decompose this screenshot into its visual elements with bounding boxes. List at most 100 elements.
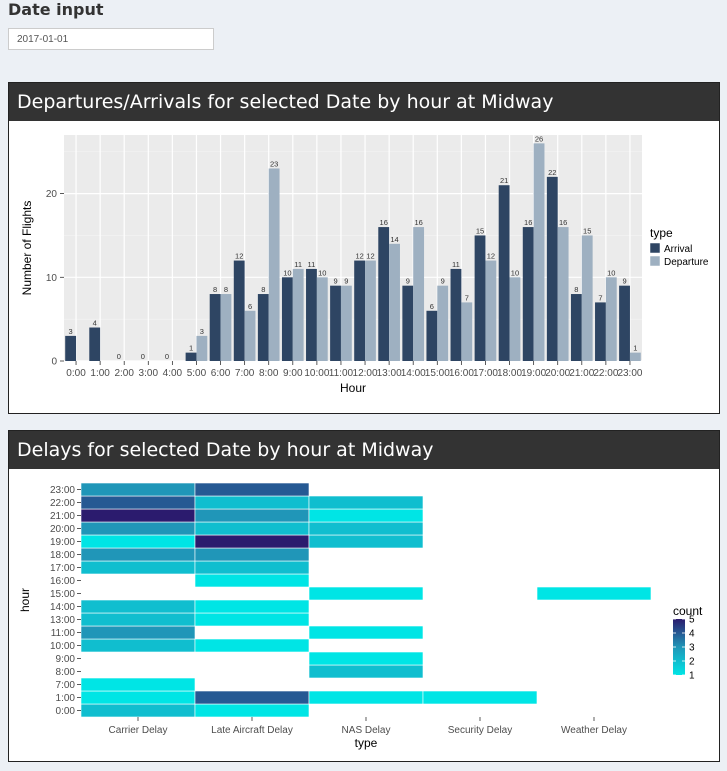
heatmap-cell	[194, 547, 310, 562]
x-tick-label: 12:00	[353, 368, 378, 379]
heatmap-cell	[80, 521, 196, 536]
bar-value-label: 11	[308, 260, 316, 269]
legend-swatch-departure	[649, 255, 661, 267]
bar-value-label: 8	[574, 285, 578, 294]
bar-value-label: 16	[414, 218, 422, 227]
bar-value-label: 8	[213, 285, 217, 294]
bar-departure	[605, 277, 617, 361]
y-tick-label: 18:00	[50, 550, 75, 561]
x-tick-label: Carrier Delay	[109, 725, 168, 736]
y-tick-label: 7:00	[56, 680, 76, 691]
heatmap-cell	[80, 547, 196, 562]
x-tick-label: 23:00	[617, 368, 642, 379]
bar-value-label: 12	[366, 252, 374, 261]
bar-departure	[340, 285, 352, 361]
x-tick-label: 13:00	[377, 368, 402, 379]
heatmap-cell	[536, 586, 652, 601]
bar-value-label: 3	[200, 327, 204, 336]
x-tick-label: 9:00	[283, 368, 303, 379]
heatmap-cell	[308, 586, 424, 601]
heatmap-cell	[80, 534, 196, 549]
y-tick-label: 9:00	[56, 654, 76, 665]
delays-panel-title: Delays for selected Date by hour at Midw…	[9, 431, 719, 469]
bar-value-label: 12	[487, 252, 495, 261]
bar-value-label: 10	[511, 268, 519, 277]
bar-arrival	[546, 176, 558, 361]
heatmap-cell	[80, 599, 196, 614]
date-input[interactable]	[8, 28, 214, 50]
heatmap-cell	[80, 612, 196, 627]
x-tick-label: 2:00	[114, 368, 134, 379]
y-tick-label: 21:00	[50, 511, 75, 522]
y-tick-label: 23:00	[50, 485, 75, 496]
legend-label-arrival: Arrival	[664, 244, 692, 255]
x-tick-label: 4:00	[163, 368, 183, 379]
x-tick-label: 20:00	[545, 368, 570, 379]
legend-tick-label: 3	[689, 643, 695, 654]
bar-arrival	[185, 352, 197, 361]
bar-value-label: 10	[318, 268, 326, 277]
bar-arrival	[281, 277, 293, 361]
heatmap-cell	[80, 703, 196, 718]
bar-departure	[629, 352, 641, 361]
bar-arrival	[402, 285, 414, 361]
bar-arrival	[209, 294, 221, 361]
bar-value-label: 0	[165, 352, 169, 361]
bar-value-label: 9	[344, 277, 348, 286]
x-tick-label: NAS Delay	[342, 725, 391, 736]
bar-arrival	[570, 294, 582, 361]
bar-departure	[509, 277, 521, 361]
y-tick-label: 0	[51, 357, 57, 368]
bar-value-label: 16	[524, 218, 532, 227]
bar-value-label: 3	[69, 327, 73, 336]
bar-departure	[581, 235, 593, 361]
bar-departure	[485, 260, 497, 361]
bar-value-label: 8	[224, 285, 228, 294]
bar-arrival	[306, 268, 317, 361]
heatmap-cell	[194, 521, 310, 536]
bar-value-label: 0	[141, 352, 145, 361]
x-tick-label: 10:00	[304, 368, 329, 379]
bar-value-label: 9	[622, 277, 626, 286]
plot-panel	[64, 135, 642, 361]
heatmap-cell	[194, 482, 310, 497]
bar-value-label: 21	[500, 176, 508, 185]
bar-arrival	[474, 235, 486, 361]
bar-value-label: 4	[93, 319, 97, 328]
legend-tick-label: 4	[689, 629, 695, 640]
heatmap-cell	[194, 534, 310, 549]
x-tick-label: 17:00	[473, 368, 498, 379]
x-tick-label: 16:00	[449, 368, 474, 379]
x-tick-label: 21:00	[569, 368, 594, 379]
x-tick-label: 14:00	[401, 368, 426, 379]
x-tick-label: 5:00	[187, 368, 207, 379]
x-tick-label: Late Aircraft Delay	[211, 725, 293, 736]
heatmap-cell	[80, 677, 196, 692]
heatmap-cell	[308, 690, 424, 705]
x-tick-label: 22:00	[593, 368, 618, 379]
bar-departure	[437, 285, 449, 361]
x-tick-label: 15:00	[425, 368, 450, 379]
x-tick-label: 3:00	[139, 368, 159, 379]
departures-panel-title: Departures/Arrivals for selected Date by…	[9, 83, 719, 121]
legend-title: count	[673, 604, 703, 618]
bar-arrival	[89, 327, 101, 361]
heatmap-cell	[194, 612, 310, 627]
legend-tick-label: 5	[689, 615, 695, 626]
bar-arrival	[257, 294, 269, 361]
heatmap-cell	[308, 625, 424, 640]
x-tick-label: 1:00	[90, 368, 110, 379]
bar-departure	[316, 277, 328, 361]
y-tick-label: 13:00	[50, 615, 75, 626]
bar-arrival	[354, 260, 366, 361]
heatmap-cell	[194, 690, 310, 705]
bar-value-label: 12	[235, 252, 243, 261]
y-axis-title: Number of Flights	[20, 201, 34, 296]
heatmap-cell	[194, 638, 310, 653]
bar-arrival	[595, 302, 606, 361]
bar-value-label: 14	[390, 235, 398, 244]
bar-arrival	[233, 260, 245, 361]
bar-value-label: 6	[248, 302, 252, 311]
bar-value-label: 6	[430, 302, 434, 311]
